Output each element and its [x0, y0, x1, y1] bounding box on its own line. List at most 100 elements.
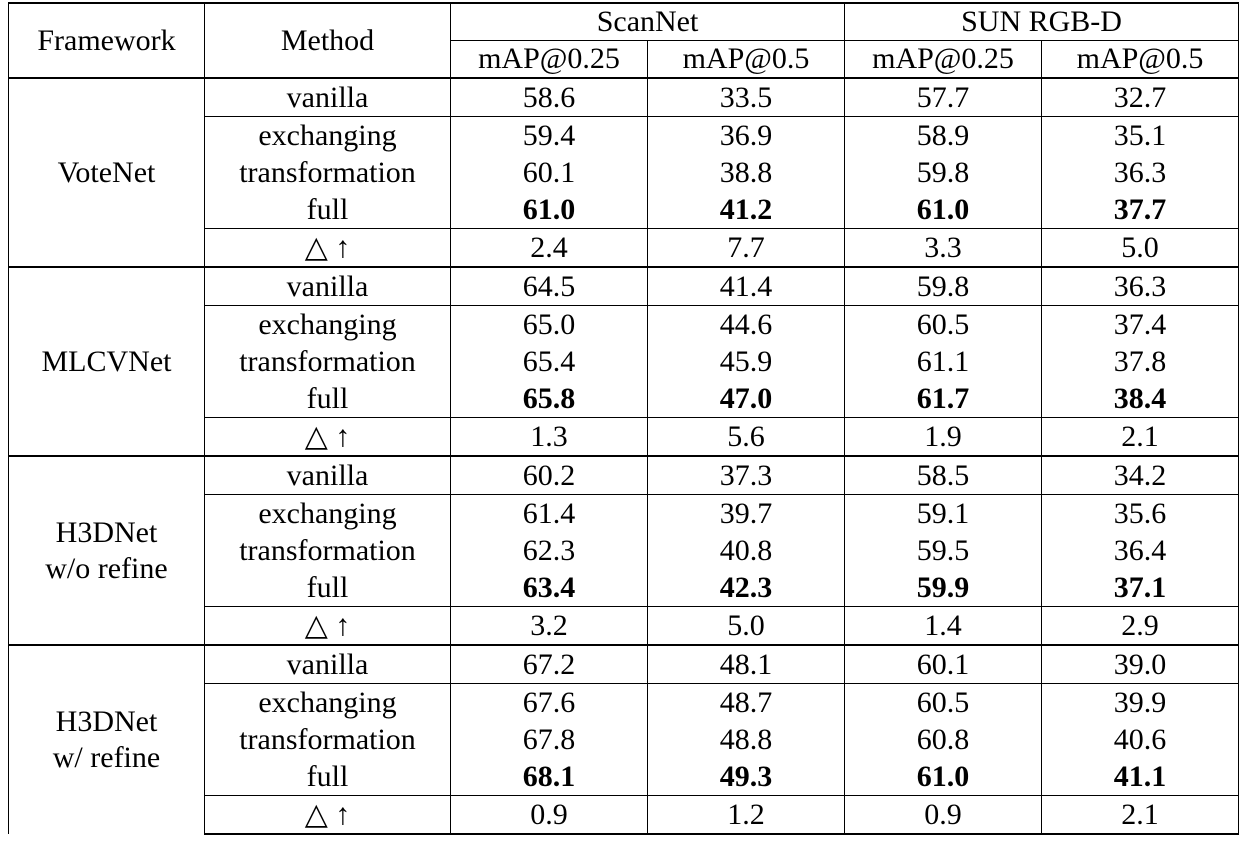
- table-body: VoteNet vanilla 58.6 33.5 57.7 32.7 exchanging…: [8, 77, 1240, 835]
- value-cell: 61.0: [450, 191, 648, 229]
- method-cell: full: [204, 380, 451, 418]
- method-cell: △ ↑: [204, 228, 451, 267]
- value-cell: 37.1: [1041, 569, 1240, 607]
- table-row: transformation 60.1 38.8 59.8 36.3: [9, 154, 1240, 191]
- table-row: exchanging 65.0 44.6 60.5 37.4: [9, 305, 1240, 343]
- value-cell: 39.0: [1041, 644, 1240, 684]
- header-method: Method: [204, 2, 451, 78]
- value-cell: 40.6: [1041, 721, 1240, 758]
- value-cell: 37.3: [647, 455, 846, 495]
- value-cell: 60.8: [844, 721, 1043, 758]
- method-cell: transformation: [204, 532, 451, 569]
- value-cell: 38.8: [647, 154, 846, 191]
- method-cell: vanilla: [204, 77, 451, 117]
- value-cell: 41.4: [647, 266, 846, 306]
- framework-cell: VoteNet: [8, 77, 205, 267]
- value-cell: 36.3: [1041, 266, 1240, 306]
- table-row: full 65.8 47.0 61.7 38.4: [9, 380, 1240, 418]
- delta-row: △ ↑ 1.3 5.6 1.9 2.1: [9, 417, 1240, 456]
- value-cell: 59.5: [844, 532, 1043, 569]
- header-framework: Framework: [8, 2, 205, 78]
- value-cell: 59.9: [844, 569, 1043, 607]
- value-cell: 3.2: [450, 606, 648, 645]
- value-cell: 60.1: [450, 154, 648, 191]
- value-cell: 36.9: [647, 116, 846, 154]
- value-cell: 67.8: [450, 721, 648, 758]
- value-cell: 38.4: [1041, 380, 1240, 418]
- value-cell: 41.1: [1041, 758, 1240, 796]
- header-metric: mAP@0.5: [647, 40, 846, 78]
- value-cell: 65.4: [450, 343, 648, 380]
- delta-row: △ ↑ 0.9 1.2 0.9 2.1: [9, 795, 1240, 835]
- value-cell: 34.2: [1041, 455, 1240, 495]
- framework-label: H3DNet: [55, 705, 158, 738]
- header-metric: mAP@0.5: [1041, 40, 1240, 78]
- value-cell: 48.1: [647, 644, 846, 684]
- value-cell: 5.0: [647, 606, 846, 645]
- results-table: Framework Method ScanNet SUN RGB-D mAP@0…: [8, 2, 1240, 835]
- method-cell: full: [204, 191, 451, 229]
- value-cell: 48.7: [647, 683, 846, 721]
- value-cell: 65.8: [450, 380, 648, 418]
- value-cell: 1.2: [647, 795, 846, 835]
- value-cell: 62.3: [450, 532, 648, 569]
- framework-cell: MLCVNet: [8, 266, 205, 456]
- table-row: H3DNet w/ refine vanilla 67.2 48.1 60.1 39.0: [8, 644, 1240, 834]
- value-cell: 7.7: [647, 228, 846, 267]
- value-cell: 3.3: [844, 228, 1043, 267]
- value-cell: 35.6: [1041, 494, 1240, 532]
- value-cell: 5.0: [1041, 228, 1240, 267]
- framework-label: MLCVNet: [41, 344, 172, 378]
- value-cell: 45.9: [647, 343, 846, 380]
- framework-label: VoteNet: [57, 155, 156, 189]
- value-cell: 63.4: [450, 569, 648, 607]
- value-cell: 58.6: [450, 77, 648, 117]
- table-row: H3DNet w/o refine vanilla 60.2 37.3 58.5 34.2: [8, 455, 1240, 645]
- table-row: exchanging 61.4 39.7 59.1 35.6: [9, 494, 1240, 532]
- value-cell: 1.9: [844, 417, 1043, 456]
- delta-row: △ ↑ 3.2 5.0 1.4 2.9: [9, 606, 1240, 645]
- method-cell: exchanging: [204, 116, 451, 154]
- value-cell: 59.4: [450, 116, 648, 154]
- value-cell: 2.1: [1041, 417, 1240, 456]
- method-cell: transformation: [204, 154, 451, 191]
- value-cell: 47.0: [647, 380, 846, 418]
- value-cell: 39.7: [647, 494, 846, 532]
- value-cell: 2.9: [1041, 606, 1240, 645]
- value-cell: 44.6: [647, 305, 846, 343]
- method-cell: full: [204, 569, 451, 607]
- table-row: transformation 62.3 40.8 59.5 36.4: [9, 532, 1240, 569]
- value-cell: 49.3: [647, 758, 846, 796]
- value-cell: 61.4: [450, 494, 648, 532]
- framework-cell: H3DNet w/ refine: [8, 644, 205, 834]
- value-cell: 35.1: [1041, 116, 1240, 154]
- framework-cell: H3DNet w/o refine: [8, 455, 205, 645]
- value-cell: 61.0: [844, 191, 1043, 229]
- value-cell: 2.1: [1041, 795, 1240, 835]
- value-cell: 67.2: [450, 644, 648, 684]
- value-cell: 33.5: [647, 77, 846, 117]
- framework-label: w/o refine: [45, 551, 168, 585]
- table-row: full 68.1 49.3 61.0 41.1: [9, 758, 1240, 796]
- value-cell: 37.7: [1041, 191, 1240, 229]
- value-cell: 48.8: [647, 721, 846, 758]
- value-cell: 32.7: [1041, 77, 1240, 117]
- value-cell: 68.1: [450, 758, 648, 796]
- method-cell: vanilla: [204, 266, 451, 306]
- method-cell: vanilla: [204, 455, 451, 495]
- method-cell: transformation: [204, 721, 451, 758]
- value-cell: 60.5: [844, 305, 1043, 343]
- delta-row: △ ↑ 2.4 7.7 3.3 5.0: [9, 228, 1240, 267]
- framework-label: w/ refine: [52, 741, 161, 774]
- value-cell: 60.2: [450, 455, 648, 495]
- value-cell: 59.1: [844, 494, 1043, 532]
- method-cell: △ ↑: [204, 606, 451, 645]
- method-cell: exchanging: [204, 683, 451, 721]
- value-cell: 41.2: [647, 191, 846, 229]
- value-cell: 61.7: [844, 380, 1043, 418]
- method-cell: full: [204, 758, 451, 796]
- value-cell: 65.0: [450, 305, 648, 343]
- value-cell: 37.8: [1041, 343, 1240, 380]
- value-cell: 59.8: [844, 154, 1043, 191]
- value-cell: 39.9: [1041, 683, 1240, 721]
